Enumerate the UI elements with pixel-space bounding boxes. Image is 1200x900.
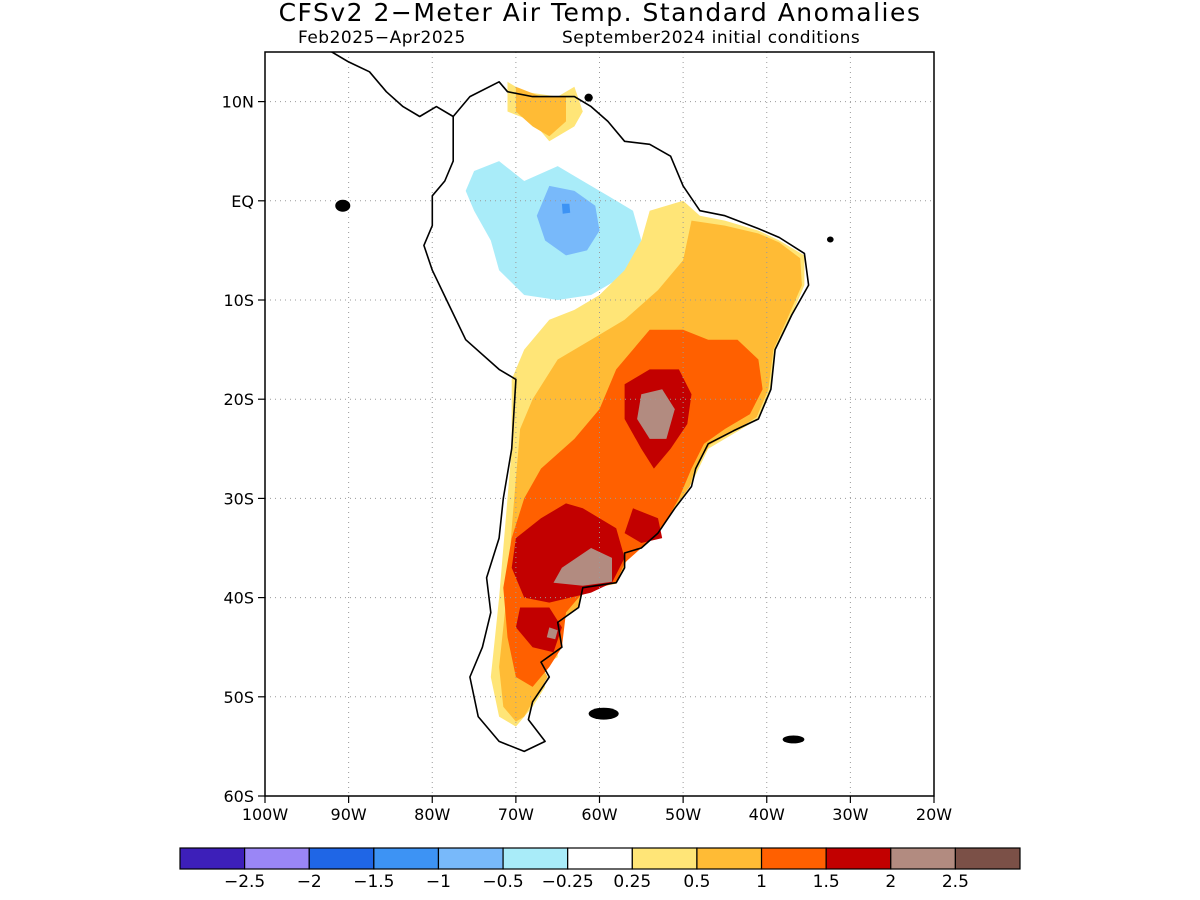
- colorbar-label: 0.25: [613, 872, 651, 892]
- colorbar-label: 1.5: [813, 872, 840, 892]
- lat-tick-label: 60S: [223, 787, 254, 806]
- colorbar-swatch: [502, 847, 569, 870]
- island-south-georgia: [782, 735, 805, 744]
- anomaly-region-1.5-10: [624, 508, 663, 543]
- island-galapagos: [335, 199, 351, 212]
- colorbar-label: −1: [426, 872, 451, 892]
- colorbar-swatch: [954, 847, 1021, 870]
- colorbar-swatch: [567, 847, 633, 870]
- lon-tick-label: 100W: [242, 805, 289, 824]
- lat-tick-label: 10S: [223, 291, 254, 310]
- island-trinidad: [584, 93, 593, 102]
- forecast-period: Feb2025−Apr2025: [298, 28, 466, 48]
- colorbar-label: −1.5: [353, 872, 394, 892]
- lon-tick-label: 20W: [916, 805, 952, 824]
- map-title: CFSv2 2−Meter Air Temp. Standard Anomali…: [278, 0, 922, 27]
- lat-tick-label: 30S: [223, 489, 254, 508]
- lat-tick-label: 40S: [223, 589, 254, 608]
- colorbar-swatch: [179, 847, 246, 870]
- anomaly-region-0.5-neg-3: [536, 185, 600, 256]
- anomaly-shading: [465, 81, 805, 727]
- colorbar-swatch: [244, 847, 310, 870]
- island-fernando-de-noronha: [826, 236, 834, 243]
- anomaly-region-2-14: [546, 627, 558, 640]
- lat-tick-label: 10N: [222, 93, 254, 112]
- lat-tick-label: 20S: [223, 390, 254, 409]
- anomaly-region-1-neg-4: [561, 203, 571, 214]
- colorbar-label: −0.25: [542, 872, 594, 892]
- grid-lines: [265, 52, 934, 796]
- south-america-coastline: [423, 81, 810, 753]
- colorbar-label: 2: [885, 872, 896, 892]
- colorbar-label: 2.5: [942, 872, 969, 892]
- anomaly-region-2-12: [637, 389, 675, 439]
- lon-tick-label: 60W: [581, 805, 617, 824]
- lat-tick-label: EQ: [231, 192, 254, 211]
- initial-conditions: September2024 initial conditions: [562, 28, 861, 48]
- colorbar-swatch: [825, 847, 892, 870]
- colorbar-swatch: [631, 847, 698, 870]
- central-america-coastline: [330, 52, 454, 118]
- colorbar: −2.5 −2 −1.5 −1 −0.5 −0.25 0.25 0.5 1 1.5 2 2.5: [179, 847, 1021, 892]
- island-falklands: [588, 707, 619, 720]
- colorbar-label: −2.5: [224, 872, 265, 892]
- lon-tick-label: 40W: [749, 805, 785, 824]
- lon-tick-label: 50W: [665, 805, 701, 824]
- anomaly-region-1.5-11: [515, 607, 562, 653]
- colorbar-label: −0.5: [482, 872, 523, 892]
- colorbar-swatch: [890, 847, 956, 870]
- lon-tick-label: 70W: [498, 805, 534, 824]
- coastline: [330, 52, 834, 753]
- colorbar-swatch: [308, 847, 375, 870]
- anomaly-region-0.5-1: [515, 86, 566, 137]
- colorbar-swatch: [696, 847, 763, 870]
- lon-tick-label: 80W: [414, 805, 450, 824]
- lat-tick-label: 50S: [223, 688, 254, 707]
- anomaly-region-2-13: [553, 548, 612, 586]
- lon-tick-label: 90W: [331, 805, 367, 824]
- colorbar-label: −2: [297, 872, 322, 892]
- colorbar-label: 0.5: [683, 872, 710, 892]
- lon-tick-label: 30W: [832, 805, 868, 824]
- colorbar-swatch: [760, 847, 827, 870]
- colorbar-swatch: [373, 847, 440, 870]
- colorbar-swatch: [437, 847, 504, 870]
- colorbar-label: 1: [756, 872, 767, 892]
